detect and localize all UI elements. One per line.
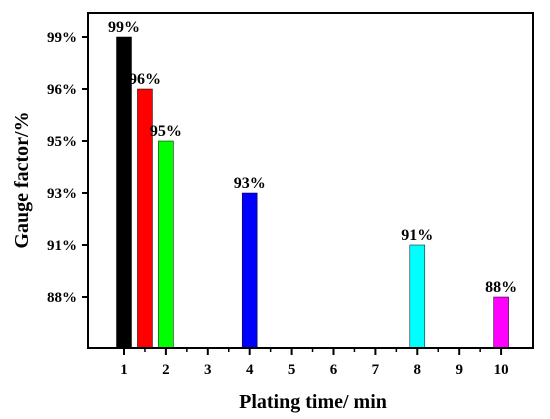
bar [158, 140, 174, 349]
y-tick-label: 91% [47, 238, 77, 254]
x-tick-label: 2 [162, 362, 170, 378]
bar-value-label: 95% [150, 123, 182, 140]
x-tick-label: 3 [204, 362, 212, 378]
y-axis-title: Gauge factor/% [11, 111, 33, 248]
data-labels: 99% 96% 95% 93% 91% 88% [108, 19, 517, 296]
y-tick-label: 95% [47, 134, 77, 150]
x-tick-label: 7 [372, 362, 380, 378]
bar-value-label: 88% [485, 279, 517, 296]
x-tick-label: 8 [414, 362, 422, 378]
bar [493, 296, 509, 349]
x-tick-label: 10 [494, 362, 509, 378]
y-tick-label: 99% [47, 30, 77, 46]
x-tick-label: 5 [288, 362, 296, 378]
x-tick-label: 1 [120, 362, 128, 378]
x-ticks: 1 2 3 4 5 6 7 8 9 10 [120, 348, 509, 378]
x-tick-label: 4 [246, 362, 254, 378]
plot-frame [87, 12, 534, 349]
y-ticks: 88% 91% 93% 95% 96% 99% [47, 30, 88, 306]
x-tick-label: 6 [330, 362, 338, 378]
bar-value-label: 93% [234, 175, 266, 192]
bar-value-label: 96% [129, 71, 161, 88]
bar-value-label: 91% [401, 227, 433, 244]
bars [116, 36, 509, 349]
bar [241, 192, 258, 349]
y-tick-label: 96% [47, 82, 77, 98]
x-axis-title: Plating time/ min [239, 391, 387, 413]
y-tick-label: 88% [47, 290, 77, 306]
bar [409, 244, 426, 349]
x-tick-label: 9 [455, 362, 463, 378]
axes [87, 12, 534, 349]
bar-value-label: 99% [108, 19, 140, 36]
y-tick-label: 93% [47, 186, 77, 202]
